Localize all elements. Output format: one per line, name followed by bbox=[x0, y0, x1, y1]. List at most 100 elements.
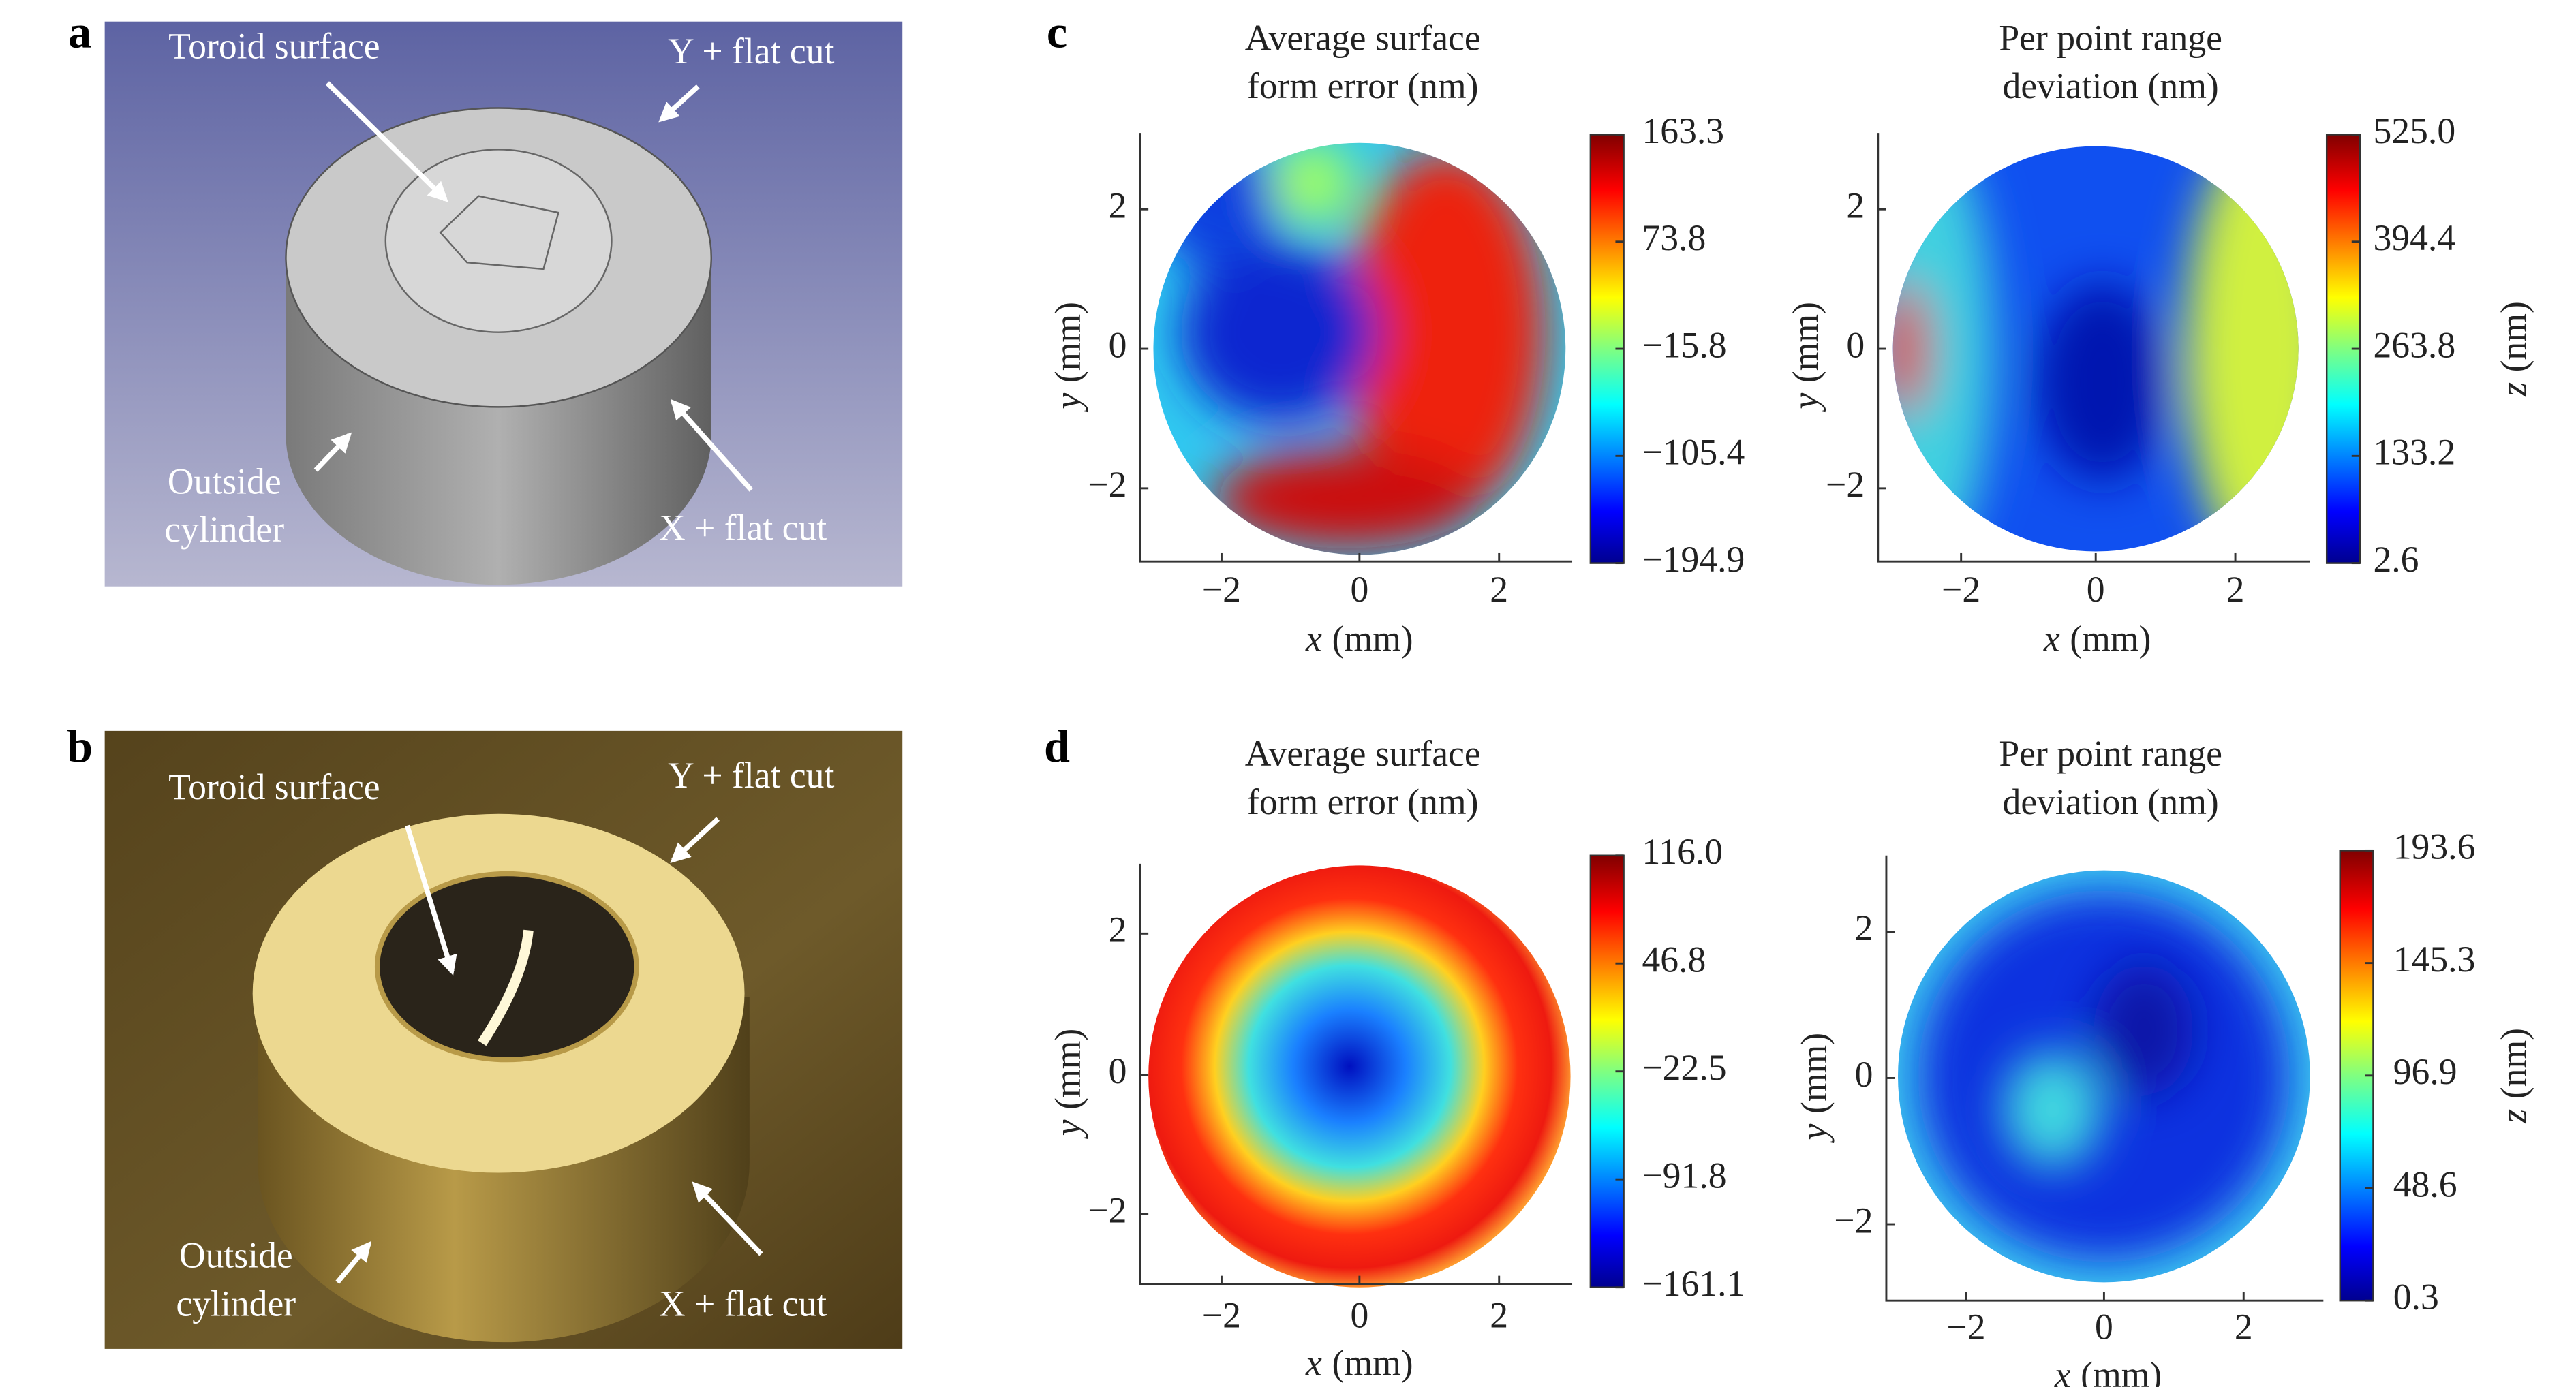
colorbar-label: z (nm) bbox=[2494, 1028, 2534, 1124]
y-axis-label: y (mm) bbox=[1047, 302, 1088, 413]
x-tick-label: −2 bbox=[1946, 1306, 1985, 1347]
colorbar-tick-label: 525.0 bbox=[2373, 110, 2455, 151]
y-tick-label: 2 bbox=[1109, 909, 1127, 950]
colorbar-tick-label: 263.8 bbox=[2373, 324, 2455, 365]
unit: (nm) bbox=[2494, 1028, 2534, 1099]
unit: (mm) bbox=[1794, 1033, 1835, 1114]
y-tick-label: 0 bbox=[1109, 1050, 1127, 1091]
colorbar-tick-label: −91.8 bbox=[1642, 1155, 1726, 1196]
unit: (mm) bbox=[2081, 1354, 2162, 1387]
colorbar-tick-label: 0.3 bbox=[2393, 1277, 2439, 1318]
x-tick-label: 2 bbox=[2226, 569, 2245, 610]
colorbar-tick-label: 394.4 bbox=[2373, 217, 2455, 258]
unit: (mm) bbox=[1785, 302, 1826, 383]
x-tick-label: 0 bbox=[2087, 569, 2105, 610]
plot-title: form error (nm) bbox=[1247, 781, 1479, 822]
heatmap bbox=[1898, 870, 2310, 1283]
unit: (nm) bbox=[2494, 301, 2534, 372]
arrow bbox=[670, 399, 754, 492]
colorbar-tick-label: −22.5 bbox=[1642, 1047, 1726, 1088]
heatmap bbox=[1892, 146, 2299, 552]
y-tick-label: −2 bbox=[1826, 464, 1865, 505]
colorbar-tick-label: 48.6 bbox=[2393, 1164, 2457, 1204]
panel-label: c bbox=[1047, 5, 1067, 57]
arrow bbox=[313, 432, 352, 472]
x-tick-label: 0 bbox=[1350, 1294, 1368, 1335]
arrow bbox=[335, 1241, 372, 1284]
annotation: Outside bbox=[179, 1235, 293, 1276]
colorbar-label: z (nm) bbox=[2494, 301, 2534, 397]
variable: y bbox=[1047, 1119, 1088, 1139]
plot-title: Per point range bbox=[1999, 17, 2222, 58]
y-tick-label: 0 bbox=[1846, 324, 1865, 365]
heatmap bbox=[1153, 142, 1566, 555]
x-tick-label: 0 bbox=[2095, 1306, 2113, 1347]
colorbar-tick-label: 2.6 bbox=[2373, 539, 2419, 580]
variable: x bbox=[2054, 1354, 2071, 1387]
axes bbox=[1139, 863, 1573, 1285]
plot-title: Average surface bbox=[1245, 733, 1481, 774]
panel-label: a bbox=[68, 5, 91, 57]
annotation: Y + flat cut bbox=[668, 755, 834, 796]
plot-title: Per point range bbox=[1999, 733, 2222, 774]
y-tick-label: −2 bbox=[1834, 1200, 1873, 1241]
arrow bbox=[658, 84, 700, 123]
colorbar-tick-label: 96.9 bbox=[2393, 1051, 2457, 1092]
colorbar-tick-label: −161.1 bbox=[1642, 1263, 1745, 1304]
colorbar bbox=[1589, 134, 1625, 564]
annotation: cylinder bbox=[176, 1283, 296, 1324]
x-tick-label: −2 bbox=[1942, 569, 1980, 610]
colorbar-tick-label: 116.0 bbox=[1642, 831, 1723, 872]
x-tick-label: 0 bbox=[1350, 569, 1368, 610]
y-tick-label: −2 bbox=[1088, 464, 1126, 505]
plot-title: deviation (nm) bbox=[2003, 781, 2219, 822]
variable: x bbox=[1305, 619, 1322, 659]
panel-label: b bbox=[67, 720, 93, 772]
toroid-surface bbox=[374, 871, 639, 1063]
variable: y bbox=[1785, 393, 1826, 413]
y-tick-label: −2 bbox=[1088, 1190, 1126, 1231]
colorbar-tick-label: 46.8 bbox=[1642, 939, 1706, 980]
x-tick-label: 2 bbox=[2235, 1306, 2253, 1347]
y-tick-label: 2 bbox=[1109, 185, 1127, 226]
y-tick-label: 0 bbox=[1109, 324, 1127, 365]
variable: z bbox=[2494, 1109, 2534, 1124]
colorbar-tick-label: −105.4 bbox=[1642, 432, 1745, 473]
unit: (mm) bbox=[2070, 619, 2151, 659]
colorbar-tick-label: 163.3 bbox=[1642, 110, 1724, 151]
x-axis-label: x (mm) bbox=[2043, 619, 2151, 659]
y-axis-label: y (mm) bbox=[1794, 1033, 1835, 1144]
colorbar-tick-label: 145.3 bbox=[2393, 939, 2476, 980]
unit: (mm) bbox=[1047, 302, 1088, 383]
plot-title: form error (nm) bbox=[1247, 65, 1479, 106]
variable: z bbox=[2494, 382, 2534, 397]
arrow bbox=[325, 81, 448, 202]
axes bbox=[1877, 133, 2310, 563]
variable: x bbox=[1305, 1343, 1322, 1384]
annotation: X + flat cut bbox=[659, 1283, 827, 1324]
colorbar-tick-label: −194.9 bbox=[1642, 539, 1745, 580]
colorbar-tick-label: 133.2 bbox=[2373, 432, 2455, 473]
annotation: X + flat cut bbox=[659, 508, 827, 548]
axes bbox=[1139, 133, 1573, 563]
y-axis-label: y (mm) bbox=[1785, 302, 1826, 413]
annotation: Y + flat cut bbox=[668, 31, 834, 72]
unit: (mm) bbox=[1332, 619, 1413, 659]
colorbar-tick-label: 73.8 bbox=[1642, 217, 1706, 258]
panel-label: d bbox=[1044, 720, 1070, 772]
annotation: cylinder bbox=[164, 509, 284, 550]
plot-title: Average surface bbox=[1245, 17, 1481, 58]
x-axis-label: x (mm) bbox=[1305, 1343, 1413, 1384]
unit: (mm) bbox=[1047, 1029, 1088, 1110]
arrow bbox=[670, 817, 720, 864]
axes bbox=[1885, 855, 2324, 1302]
surface-patch bbox=[439, 195, 559, 270]
variable: y bbox=[1794, 1123, 1835, 1143]
colorbar-tick-label: 193.6 bbox=[2393, 826, 2476, 867]
colorbar-tick-label: −15.8 bbox=[1642, 324, 1726, 365]
x-tick-label: 2 bbox=[1490, 569, 1508, 610]
annotation: Toroid surface bbox=[168, 766, 380, 807]
x-axis-label: x (mm) bbox=[2054, 1354, 2162, 1387]
